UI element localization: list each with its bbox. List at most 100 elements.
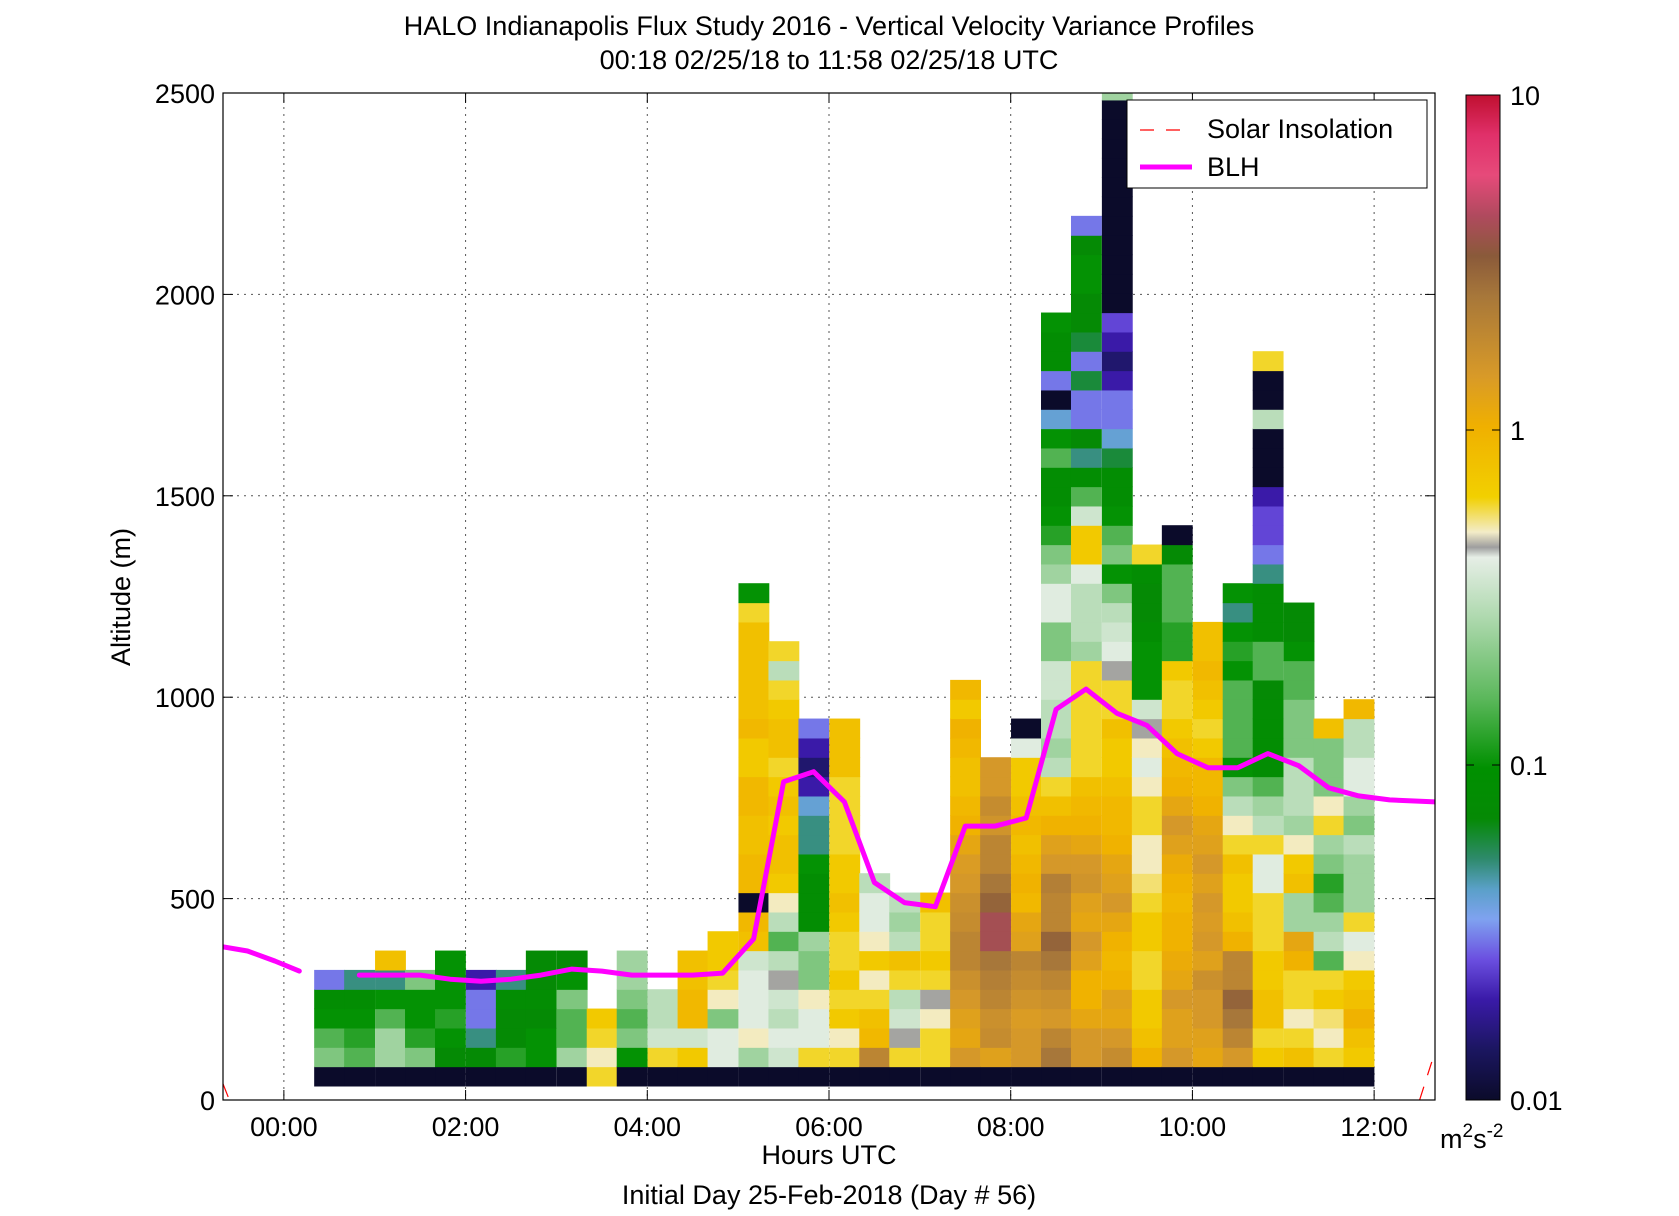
variance-cell [1131, 892, 1163, 913]
variance-cell [525, 1008, 557, 1029]
variance-cell [1283, 718, 1315, 739]
variance-cell [1283, 641, 1315, 662]
variance-cell [314, 1047, 346, 1068]
variance-cell [738, 1008, 770, 1029]
variance-cell [344, 989, 375, 1010]
variance-cell [798, 873, 830, 894]
variance-cell [1070, 699, 1102, 720]
variance-cell [1222, 795, 1254, 816]
variance-cell [1192, 795, 1224, 816]
variance-cell [1313, 1008, 1345, 1029]
variance-cell [1101, 351, 1133, 372]
variance-cell [1101, 911, 1133, 932]
variance-cell [1252, 1066, 1284, 1087]
variance-cell [1101, 892, 1133, 913]
variance-cell [1161, 776, 1193, 797]
variance-cell [1041, 969, 1072, 990]
variance-cell [920, 911, 952, 932]
variance-cell [1041, 1066, 1072, 1087]
variance-cell [980, 1027, 1011, 1048]
variance-cell [889, 911, 921, 932]
variance-cell [1070, 235, 1102, 256]
variance-cell [798, 950, 830, 971]
variance-cell [1131, 950, 1163, 971]
variance-cell [1252, 641, 1284, 662]
variance-cell [1252, 525, 1284, 546]
variance-cell [1283, 1027, 1315, 1048]
variance-cell [525, 1047, 557, 1068]
variance-cell [829, 1066, 861, 1087]
variance-cell [1343, 737, 1375, 758]
variance-cell [1252, 505, 1284, 526]
variance-cell [1070, 215, 1102, 236]
variance-cell [1313, 757, 1345, 778]
colorbar-tick-label: 0.01 [1510, 1086, 1563, 1116]
variance-cell [1283, 737, 1315, 758]
variance-cell [1192, 892, 1224, 913]
variance-cell [980, 950, 1011, 971]
variance-cell [1161, 1066, 1193, 1087]
variance-cell [1222, 1008, 1254, 1029]
variance-cell [1161, 718, 1193, 739]
variance-cell [1161, 563, 1193, 584]
variance-cell [1161, 892, 1193, 913]
variance-cell [738, 853, 770, 874]
x-axis-label: Hours UTC [761, 1140, 896, 1170]
variance-cell [1161, 969, 1193, 990]
variance-cell [1041, 331, 1072, 352]
variance-cell [1101, 157, 1133, 178]
variance-cell [1313, 1066, 1345, 1087]
variance-cell [1252, 873, 1284, 894]
variance-cell [798, 795, 830, 816]
solar-insolation-line-left [223, 1083, 230, 1100]
variance-cell [375, 950, 406, 971]
variance-cell [525, 950, 557, 971]
variance-cell [435, 1008, 466, 1029]
variance-cell [1252, 911, 1284, 932]
variance-cell [616, 1066, 648, 1087]
variance-cell [1222, 931, 1254, 952]
variance-cell [314, 1027, 346, 1048]
variance-cell [1283, 1008, 1315, 1029]
variance-cell [1041, 1027, 1072, 1048]
variance-cell [435, 1027, 466, 1048]
variance-cell [950, 776, 981, 797]
variance-cell [1343, 815, 1375, 836]
variance-cell [950, 737, 981, 758]
variance-cell [707, 931, 739, 952]
variance-cell [950, 795, 981, 816]
variance-cell [1161, 1047, 1193, 1068]
variance-cell [798, 892, 830, 913]
variance-cell [1283, 892, 1315, 913]
variance-cell [1070, 428, 1102, 449]
variance-cell [768, 969, 800, 990]
variance-cell [829, 1047, 861, 1068]
variance-cell [1131, 969, 1163, 990]
variance-cell [1252, 718, 1284, 739]
colorbar-ticks: 0.01 0.1 1 10 [1466, 81, 1563, 1116]
variance-cell [950, 1027, 981, 1048]
variance-cell [798, 815, 830, 836]
variance-cell [1313, 834, 1345, 855]
variance-cell [314, 1008, 346, 1029]
variance-cell [1041, 428, 1072, 449]
variance-cell [738, 989, 770, 1010]
variance-cell [920, 1066, 952, 1087]
variance-cell [1252, 737, 1284, 758]
variance-cell [435, 989, 466, 1010]
variance-cell [798, 718, 830, 739]
variance-cell [1252, 1008, 1284, 1029]
variance-cell [1161, 602, 1193, 623]
variance-cell [647, 1027, 679, 1048]
colorbar-unit-base: m [1440, 1124, 1463, 1154]
variance-cell [1070, 660, 1102, 681]
legend: Solar Insolation BLH [1126, 99, 1428, 189]
variance-cell [1070, 931, 1102, 952]
variance-cell [375, 989, 406, 1010]
variance-cell [1101, 273, 1133, 294]
variance-cell [1101, 815, 1133, 836]
series-lines [223, 686, 1435, 1100]
variance-cell [1252, 1027, 1284, 1048]
variance-cell [829, 834, 861, 855]
variance-cell [1101, 409, 1133, 430]
